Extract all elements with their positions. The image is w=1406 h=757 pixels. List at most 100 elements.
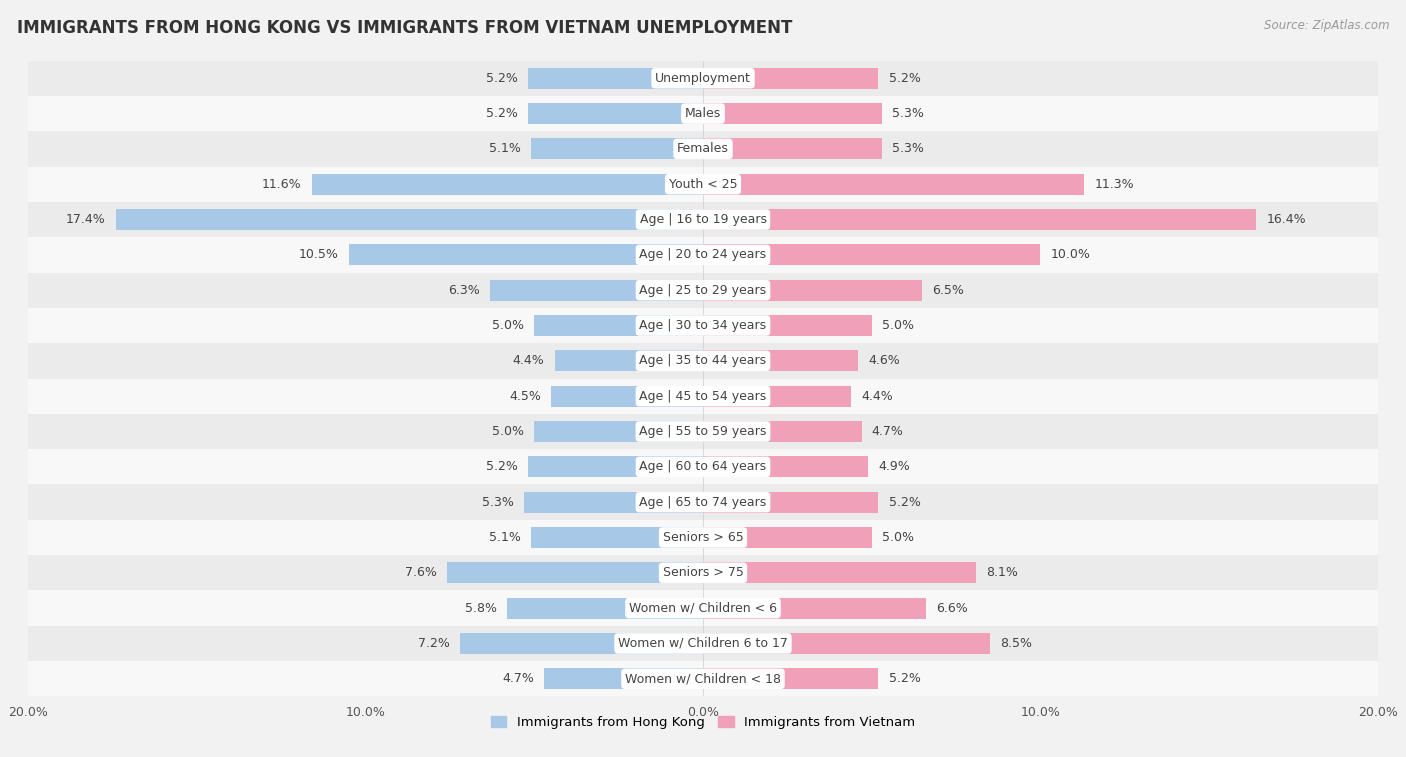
Bar: [28, 202, 1378, 237]
Text: 5.3%: 5.3%: [891, 107, 924, 120]
Text: Age | 16 to 19 years: Age | 16 to 19 years: [640, 213, 766, 226]
Text: 4.7%: 4.7%: [872, 425, 904, 438]
Text: 5.2%: 5.2%: [485, 460, 517, 473]
Text: 5.0%: 5.0%: [882, 531, 914, 544]
Bar: [703, 456, 869, 478]
Bar: [703, 633, 990, 654]
Bar: [28, 449, 1378, 484]
Text: 5.0%: 5.0%: [882, 319, 914, 332]
Bar: [28, 61, 1378, 96]
Bar: [703, 421, 862, 442]
Text: 5.1%: 5.1%: [489, 142, 520, 155]
Text: Women w/ Children < 6: Women w/ Children < 6: [628, 602, 778, 615]
Text: 6.3%: 6.3%: [449, 284, 481, 297]
Text: Age | 60 to 64 years: Age | 60 to 64 years: [640, 460, 766, 473]
Bar: [28, 378, 1378, 414]
Text: Age | 30 to 34 years: Age | 30 to 34 years: [640, 319, 766, 332]
Bar: [703, 67, 879, 89]
Bar: [527, 103, 703, 124]
Text: 7.6%: 7.6%: [405, 566, 436, 579]
Bar: [527, 456, 703, 478]
Text: 5.2%: 5.2%: [889, 672, 921, 685]
Bar: [703, 597, 925, 618]
Bar: [28, 308, 1378, 343]
Text: 5.0%: 5.0%: [492, 425, 524, 438]
Bar: [703, 350, 858, 372]
Bar: [551, 385, 703, 407]
Text: 11.3%: 11.3%: [1094, 178, 1135, 191]
Text: Age | 20 to 24 years: Age | 20 to 24 years: [640, 248, 766, 261]
Bar: [703, 139, 882, 160]
Text: 5.2%: 5.2%: [485, 72, 517, 85]
Text: Seniors > 65: Seniors > 65: [662, 531, 744, 544]
Text: 6.5%: 6.5%: [932, 284, 965, 297]
Text: 10.5%: 10.5%: [298, 248, 339, 261]
Bar: [554, 350, 703, 372]
Bar: [531, 527, 703, 548]
Text: 8.5%: 8.5%: [1000, 637, 1032, 650]
Bar: [28, 590, 1378, 626]
Text: 5.2%: 5.2%: [889, 496, 921, 509]
Legend: Immigrants from Hong Kong, Immigrants from Vietnam: Immigrants from Hong Kong, Immigrants fr…: [485, 710, 921, 734]
Text: Youth < 25: Youth < 25: [669, 178, 737, 191]
Bar: [28, 131, 1378, 167]
Text: Women w/ Children 6 to 17: Women w/ Children 6 to 17: [619, 637, 787, 650]
Text: 4.6%: 4.6%: [869, 354, 900, 367]
Bar: [28, 96, 1378, 131]
Bar: [531, 139, 703, 160]
Text: Age | 35 to 44 years: Age | 35 to 44 years: [640, 354, 766, 367]
Text: 5.8%: 5.8%: [465, 602, 498, 615]
Text: 6.6%: 6.6%: [936, 602, 967, 615]
Text: Age | 45 to 54 years: Age | 45 to 54 years: [640, 390, 766, 403]
Bar: [703, 209, 1257, 230]
Bar: [115, 209, 703, 230]
Bar: [28, 626, 1378, 661]
Text: 17.4%: 17.4%: [66, 213, 105, 226]
Text: 16.4%: 16.4%: [1267, 213, 1306, 226]
Text: 4.7%: 4.7%: [502, 672, 534, 685]
Bar: [28, 273, 1378, 308]
Bar: [28, 484, 1378, 520]
Bar: [28, 343, 1378, 378]
Text: 5.1%: 5.1%: [489, 531, 520, 544]
Text: Females: Females: [678, 142, 728, 155]
Text: 8.1%: 8.1%: [987, 566, 1018, 579]
Bar: [703, 315, 872, 336]
Bar: [28, 414, 1378, 449]
Bar: [447, 562, 703, 584]
Bar: [703, 245, 1040, 266]
Text: Age | 65 to 74 years: Age | 65 to 74 years: [640, 496, 766, 509]
Bar: [534, 421, 703, 442]
Text: Source: ZipAtlas.com: Source: ZipAtlas.com: [1264, 19, 1389, 32]
Text: Seniors > 75: Seniors > 75: [662, 566, 744, 579]
Bar: [460, 633, 703, 654]
Bar: [524, 491, 703, 512]
Text: 5.0%: 5.0%: [492, 319, 524, 332]
Bar: [703, 491, 879, 512]
Bar: [534, 315, 703, 336]
Bar: [28, 520, 1378, 555]
Text: 5.2%: 5.2%: [889, 72, 921, 85]
Bar: [28, 237, 1378, 273]
Text: Women w/ Children < 18: Women w/ Children < 18: [626, 672, 780, 685]
Bar: [703, 385, 852, 407]
Bar: [28, 555, 1378, 590]
Text: Age | 25 to 29 years: Age | 25 to 29 years: [640, 284, 766, 297]
Bar: [28, 167, 1378, 202]
Text: 4.5%: 4.5%: [509, 390, 541, 403]
Bar: [28, 661, 1378, 696]
Text: Males: Males: [685, 107, 721, 120]
Bar: [491, 279, 703, 301]
Text: 5.3%: 5.3%: [891, 142, 924, 155]
Text: 4.4%: 4.4%: [513, 354, 544, 367]
Bar: [703, 562, 976, 584]
Text: Age | 55 to 59 years: Age | 55 to 59 years: [640, 425, 766, 438]
Text: 11.6%: 11.6%: [262, 178, 301, 191]
Bar: [544, 668, 703, 690]
Bar: [527, 67, 703, 89]
Bar: [703, 668, 879, 690]
Bar: [703, 279, 922, 301]
Bar: [508, 597, 703, 618]
Bar: [703, 173, 1084, 195]
Text: 5.2%: 5.2%: [485, 107, 517, 120]
